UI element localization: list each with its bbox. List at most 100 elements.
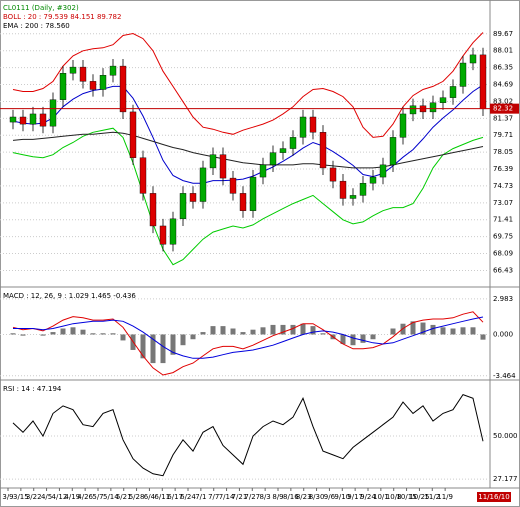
x-tick-label: 4/12 [52,493,68,501]
x-tick-label: 10/1 [373,493,389,501]
histogram-bar [280,324,286,335]
histogram-bar [100,333,106,335]
histogram-bar [340,334,346,345]
candle-body [479,54,487,110]
candle-body [359,182,367,196]
histogram-bar [370,334,376,340]
candle-body [29,113,37,125]
histogram-bar [200,332,206,335]
y-tick-label: 84.69 [493,81,513,89]
panel-title: MACD : 12, 26, 9 : 1.029 1.465 -0.436 [3,292,136,300]
x-tick-label: 5/28 [129,493,145,501]
histogram-bar [350,334,356,346]
candle-body [409,105,417,115]
candle-body [219,154,227,179]
candle-body [459,62,467,87]
candle-body [79,66,87,82]
x-tick-label: 7/21 [232,493,248,501]
x-tick-label: 8/16 [283,493,299,501]
candle-body [239,193,247,211]
x-tick-label: 8/23 [296,493,312,501]
x-tick-label: 11/2 [424,493,440,501]
x-tick-label: 3/22 [26,493,42,501]
candle-body [109,65,117,76]
x-tick-label: 6/24 [180,493,196,501]
histogram-bar [10,333,16,335]
candle-body [469,54,477,64]
x-tick-label: 4/19 [64,493,80,501]
histogram-bar [410,321,416,335]
candle-body [389,137,397,166]
histogram-bar [50,332,56,335]
x-tick-label: 10/8 [386,493,402,501]
x-tick-label: 9/6 [324,493,336,501]
indicator-label: BOLL : 20 : 79.539 84.151 89.782 [3,13,121,21]
candle-body [179,193,187,220]
line [12,84,484,184]
histogram-bar [230,328,236,335]
histogram-bar [190,334,196,340]
histogram-bar [440,327,446,335]
x-tick-label: 6/11 [154,493,170,501]
y-tick-label: -3.464 [493,372,516,380]
histogram-bar [170,334,176,355]
candle-body [199,167,207,202]
y-tick-label: 74.73 [493,182,513,190]
candle-body [9,116,17,123]
histogram-bar [390,328,396,335]
candle-body [449,86,457,98]
x-tick-label: 7/14 [219,493,235,501]
candle-body [169,218,177,245]
current-date: 11/16/10 [478,493,509,501]
last-price-box [490,103,519,114]
histogram-bar [160,334,166,364]
x-tick-label: 4/5 [41,493,52,501]
line [12,127,484,266]
histogram-bar [220,326,226,335]
histogram-bar [320,333,326,335]
y-tick-label: 50.000 [493,432,518,440]
panel-title: CL0111 (Daily, #302) [3,4,79,12]
candle-body [309,116,317,133]
x-tick-label: 8/3 [260,493,271,501]
histogram-bar [20,334,26,336]
histogram-bar [140,334,146,359]
histogram-bar [210,326,216,335]
x-tick-label: 8/9 [272,493,283,501]
y-tick-label: 2.983 [493,295,513,303]
histogram-bar [70,327,76,335]
x-tick-label: 11/9 [437,493,453,501]
panel-title: RSI : 14 : 47.194 [3,385,62,393]
histogram-bar [290,324,296,335]
histogram-bar [60,328,66,335]
x-tick-label: 10/25 [409,493,429,501]
histogram-bar [420,322,426,335]
histogram-bar [260,327,266,335]
current-date-box [477,492,511,502]
histogram-bar [470,327,476,335]
candle-body [349,195,357,199]
x-tick-label: 3/9 [2,493,13,501]
candle-body [439,97,447,103]
y-tick-label: 27.177 [493,475,518,483]
histogram-bar [300,323,306,335]
y-tick-label: 79.71 [493,131,513,139]
candle-body [139,157,147,194]
histogram-bar [360,334,366,343]
x-tick-label: 9/24 [360,493,376,501]
candle-body [259,164,267,178]
candle-body [269,152,277,166]
x-tick-label: 7/1 [195,493,206,501]
y-tick-label: 69.75 [493,233,513,241]
x-tick-label: 9/10 [334,493,350,501]
y-tick-label: 78.05 [493,148,513,156]
x-tick-label: 3/15 [13,493,29,501]
x-tick-label: 4/26 [77,493,93,501]
histogram-bar [270,324,276,335]
candle-body [399,113,407,138]
candle-body [429,102,437,113]
candle-body [159,225,167,245]
candle-body [119,65,127,113]
candle-body [289,137,297,149]
line [12,311,484,376]
